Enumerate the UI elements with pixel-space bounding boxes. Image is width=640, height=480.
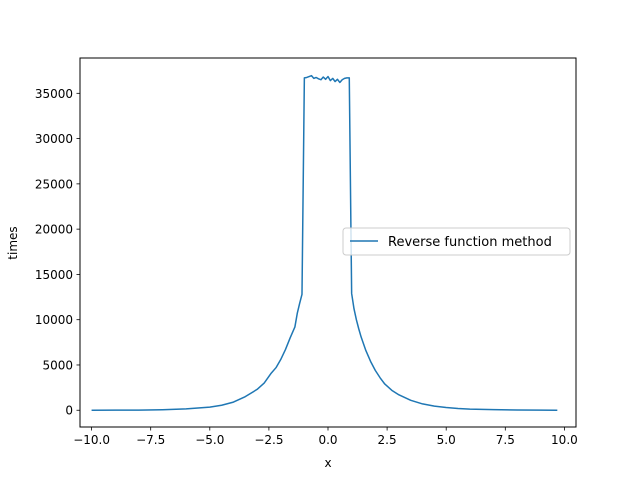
- y-tick-label: 30000: [35, 132, 73, 146]
- y-tick-label: 20000: [35, 223, 73, 237]
- legend-box: [342, 227, 571, 256]
- y-tick-label: 35000: [35, 87, 73, 101]
- y-tick-label: 25000: [35, 177, 73, 191]
- x-tick-label: 7.5: [496, 433, 515, 447]
- x-tick-label: 5.0: [437, 433, 456, 447]
- x-axis: −10.0 −7.5 −5.0 −2.5 0.0 2.5 5.0 7.5 10.0: [73, 427, 578, 447]
- y-tick-label: 0: [65, 404, 73, 418]
- x-tick-label: −10.0: [73, 433, 110, 447]
- y-tick-label: 5000: [42, 358, 73, 372]
- y-axis: 0 5000 10000 15000 20000 25000 30000 35000: [35, 87, 80, 418]
- x-tick-label: 10.0: [551, 433, 578, 447]
- x-axis-label: x: [324, 456, 331, 470]
- legend-label: Reverse function method: [388, 235, 552, 250]
- series-line-0: [91, 74, 558, 411]
- x-tick-label: −5.0: [195, 433, 224, 447]
- x-tick-label: 2.5: [378, 433, 397, 447]
- series-layer: [91, 74, 558, 411]
- legend: Reverse function method: [342, 227, 571, 256]
- y-tick-label: 10000: [35, 313, 73, 327]
- y-axis-label: times: [6, 226, 20, 259]
- x-tick-label: −2.5: [254, 433, 283, 447]
- x-tick-label: −7.5: [136, 433, 165, 447]
- y-tick-label: 15000: [35, 268, 73, 282]
- x-tick-label: 0.0: [318, 433, 337, 447]
